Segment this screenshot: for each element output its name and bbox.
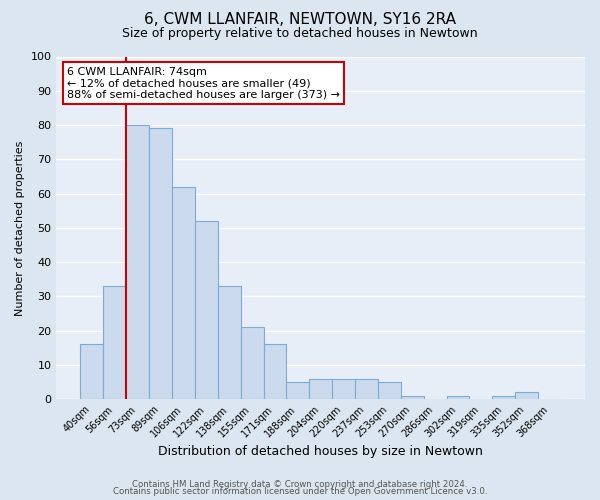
Bar <box>241 327 263 399</box>
Bar <box>309 378 332 399</box>
Bar <box>378 382 401 399</box>
Text: Contains public sector information licensed under the Open Government Licence v3: Contains public sector information licen… <box>113 488 487 496</box>
Bar <box>103 286 126 399</box>
X-axis label: Distribution of detached houses by size in Newtown: Distribution of detached houses by size … <box>158 444 483 458</box>
Bar <box>515 392 538 399</box>
Bar <box>80 344 103 399</box>
Bar <box>195 221 218 399</box>
Text: Size of property relative to detached houses in Newtown: Size of property relative to detached ho… <box>122 28 478 40</box>
Bar <box>263 344 286 399</box>
Text: Contains HM Land Registry data © Crown copyright and database right 2024.: Contains HM Land Registry data © Crown c… <box>132 480 468 489</box>
Bar <box>355 378 378 399</box>
Bar <box>493 396 515 399</box>
Bar <box>286 382 309 399</box>
Bar <box>218 286 241 399</box>
Bar <box>401 396 424 399</box>
Text: 6, CWM LLANFAIR, NEWTOWN, SY16 2RA: 6, CWM LLANFAIR, NEWTOWN, SY16 2RA <box>144 12 456 28</box>
Bar <box>172 186 195 399</box>
Bar <box>446 396 469 399</box>
Text: 6 CWM LLANFAIR: 74sqm
← 12% of detached houses are smaller (49)
88% of semi-deta: 6 CWM LLANFAIR: 74sqm ← 12% of detached … <box>67 67 340 100</box>
Bar <box>126 125 149 399</box>
Y-axis label: Number of detached properties: Number of detached properties <box>15 140 25 316</box>
Bar <box>149 128 172 399</box>
Bar <box>332 378 355 399</box>
